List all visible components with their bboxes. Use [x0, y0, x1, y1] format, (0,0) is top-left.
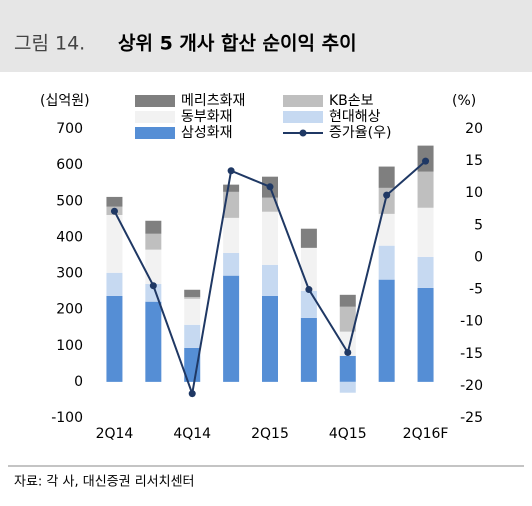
- y-tick-label: 100: [56, 338, 83, 354]
- bar-segment: [223, 217, 240, 253]
- legend-swatch: [283, 111, 323, 123]
- bar-segment: [378, 279, 395, 382]
- line-marker: [305, 286, 313, 294]
- bar-segment: [145, 249, 162, 284]
- legend-label: KB손보: [329, 93, 374, 109]
- legend-swatch: [283, 95, 323, 107]
- legend-label: 동부화재: [181, 109, 233, 125]
- bar-segment: [145, 301, 162, 382]
- bar-segment: [262, 211, 278, 265]
- bar-segment: [184, 296, 201, 299]
- line-marker: [110, 207, 118, 215]
- bar-segment: [378, 245, 395, 280]
- y2-tick-label: 5: [474, 217, 483, 233]
- legend-label: 현대해상: [329, 109, 381, 125]
- bar-segment: [145, 220, 162, 234]
- x-tick-label: 2Q15: [251, 426, 289, 442]
- bar-segment: [300, 247, 317, 291]
- y2-tick-label: 15: [465, 153, 483, 169]
- bar-segment: [339, 355, 356, 382]
- y-axis-label: (십억원): [40, 93, 90, 109]
- y2-axis-label: (%): [452, 93, 476, 109]
- bar-segment: [223, 184, 240, 192]
- y-tick-label: 300: [56, 266, 83, 282]
- bar-segment: [417, 287, 434, 382]
- bar-segment: [300, 317, 317, 382]
- legend-label: 삼성화재: [181, 125, 233, 141]
- bar-segment: [184, 289, 201, 297]
- bar-segment: [300, 228, 317, 248]
- bar-segment: [262, 295, 278, 382]
- y2-tick-label: -20: [460, 378, 483, 394]
- bar-segment: [339, 306, 356, 332]
- line-marker: [149, 282, 157, 290]
- bar-segment: [339, 381, 356, 393]
- y-tick-label: 600: [56, 157, 83, 173]
- bar-segment: [417, 256, 434, 288]
- bar-segment: [262, 197, 278, 212]
- bar-segment: [378, 213, 395, 246]
- header-band: [0, 0, 532, 72]
- bar-segment: [145, 233, 162, 250]
- y2-tick-label: -15: [460, 346, 483, 362]
- line-marker: [344, 348, 352, 356]
- bar-segment: [339, 294, 356, 307]
- y-tick-label: 200: [56, 302, 83, 318]
- y2-tick-label: -25: [460, 410, 483, 426]
- y-tick-label: -100: [51, 410, 83, 426]
- y-tick-label: 0: [74, 374, 83, 390]
- bar-segment: [262, 264, 278, 296]
- bar-segment: [106, 196, 123, 207]
- line-marker: [188, 390, 196, 398]
- bar-segment: [417, 171, 434, 208]
- bar-segment: [106, 214, 123, 273]
- source-note: 자료: 각 사, 대신증권 리서치센터: [14, 475, 195, 490]
- x-tick-label: 2Q14: [96, 426, 134, 442]
- y2-tick-label: -5: [469, 282, 483, 298]
- legend-swatch: [135, 95, 175, 107]
- y2-tick-label: -10: [460, 314, 483, 330]
- legend-label: 메리츠화재: [181, 93, 245, 109]
- bar-segment: [184, 324, 201, 348]
- line-marker: [383, 191, 391, 199]
- bar-segment: [106, 295, 123, 382]
- bar-segment: [223, 275, 240, 382]
- bar-segment: [223, 252, 240, 276]
- bar-segment: [417, 207, 434, 257]
- x-tick-label: 4Q15: [329, 426, 367, 442]
- bar-segment: [184, 298, 201, 325]
- x-tick-label: 4Q14: [173, 426, 211, 442]
- y2-tick-label: 0: [474, 249, 483, 265]
- y-tick-label: 400: [56, 229, 83, 245]
- figure-label: 그림 14.: [14, 33, 85, 55]
- y-tick-label: 500: [56, 193, 83, 209]
- y-tick-label: 700: [56, 121, 83, 137]
- bar-segment: [300, 290, 317, 318]
- legend-marker: [299, 129, 307, 137]
- legend-swatch: [135, 127, 175, 139]
- legend-swatch: [135, 111, 175, 123]
- bar-segment: [378, 166, 395, 188]
- x-tick-label: 2Q16F: [403, 426, 449, 442]
- y2-tick-label: 10: [465, 185, 483, 201]
- line-marker: [266, 183, 274, 191]
- chart-title: 상위 5 개사 합산 순이익 추이: [118, 33, 357, 55]
- legend-label: 증가율(우): [329, 125, 391, 141]
- line-marker: [422, 157, 430, 165]
- bar-segment: [106, 272, 123, 296]
- line-marker: [227, 167, 235, 175]
- y2-tick-label: 20: [465, 121, 483, 137]
